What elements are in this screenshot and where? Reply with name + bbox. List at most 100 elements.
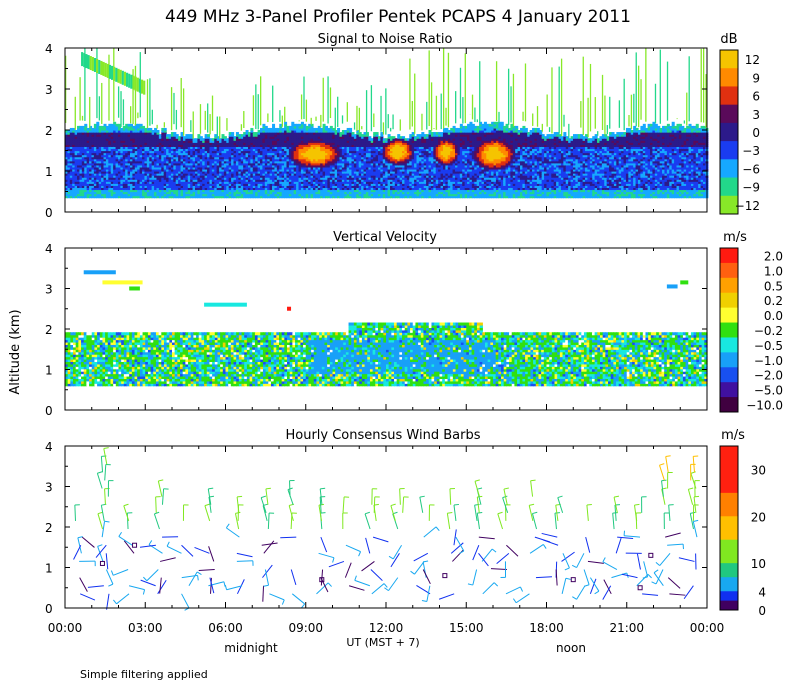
snr-cell xyxy=(127,134,131,137)
snr-cell xyxy=(113,144,117,147)
snr-cell xyxy=(402,162,406,166)
snr-cell xyxy=(132,183,136,186)
snr-cell xyxy=(168,152,172,156)
snr-cell xyxy=(84,156,88,160)
snr-cell xyxy=(279,181,283,184)
snr-cell xyxy=(110,168,114,172)
snr-cell xyxy=(267,162,271,166)
snr-cell xyxy=(125,134,129,137)
snr-cell xyxy=(197,183,201,186)
snr-cell xyxy=(108,146,112,150)
snr-cell xyxy=(414,175,418,178)
snr-cell xyxy=(72,193,76,197)
snr-cell xyxy=(341,148,345,152)
snr-cell xyxy=(187,154,191,158)
snr-cell xyxy=(269,154,273,158)
snr-cell xyxy=(305,132,309,135)
snr-cell xyxy=(377,152,381,156)
snr-cell xyxy=(267,193,271,197)
snr-cell xyxy=(327,193,331,197)
snr-cell xyxy=(308,134,312,137)
snr-cell xyxy=(356,177,360,180)
snr-cell xyxy=(74,164,78,168)
snr-cell xyxy=(127,152,131,156)
snr-cell xyxy=(197,136,201,139)
snr-cell xyxy=(72,152,76,156)
snr-cell xyxy=(77,195,81,199)
snr-cell xyxy=(101,187,105,191)
snr-cell xyxy=(300,162,304,166)
snr-cell xyxy=(303,183,307,186)
snr-cell xyxy=(101,177,105,180)
snr-cell xyxy=(170,173,174,176)
snr-cell xyxy=(284,136,288,139)
snr-cell xyxy=(404,146,408,150)
snr-cell xyxy=(308,142,312,145)
snr-cell xyxy=(65,195,69,199)
snr-cell xyxy=(274,160,278,164)
snr-cell xyxy=(341,189,345,193)
snr-cell xyxy=(185,152,189,156)
snr-cell xyxy=(409,138,413,141)
snr-cell xyxy=(245,173,249,176)
snr-cell xyxy=(142,152,146,156)
snr-cell xyxy=(101,127,105,131)
snr-cell xyxy=(89,132,93,135)
snr-cell xyxy=(296,168,300,172)
snr-cell xyxy=(98,152,102,156)
snr-cell xyxy=(363,144,367,147)
snr-cell xyxy=(406,181,410,184)
snr-cell xyxy=(267,173,271,176)
snr-cell xyxy=(163,150,167,154)
snr-cell xyxy=(404,171,408,174)
snr-cell xyxy=(190,179,194,182)
snr-cell xyxy=(216,160,220,164)
snr-cell xyxy=(125,187,129,191)
snr-cell xyxy=(346,140,350,143)
snr-cell xyxy=(209,140,213,143)
snr-cell xyxy=(291,183,295,186)
snr-cell xyxy=(288,127,292,131)
snr-cell xyxy=(421,148,425,152)
snr-cell xyxy=(421,154,425,158)
snr-cell xyxy=(274,166,278,170)
snr-cell xyxy=(139,191,143,195)
snr-cell xyxy=(399,189,403,193)
snr-cell xyxy=(113,127,117,131)
snr-cell xyxy=(84,175,88,178)
snr-cell xyxy=(214,156,218,160)
snr-cell xyxy=(134,187,138,191)
snr-cell xyxy=(284,171,288,174)
snr-cell xyxy=(370,171,374,174)
snr-cell xyxy=(113,142,117,145)
snr-cell xyxy=(332,132,336,135)
snr-cell xyxy=(84,140,88,143)
snr-cell xyxy=(122,187,126,191)
snr-cell xyxy=(363,168,367,172)
snr-cell xyxy=(216,150,220,154)
snr-cell xyxy=(115,166,119,170)
snr-cell xyxy=(219,142,223,145)
snr-cell xyxy=(382,144,386,147)
snr-cell xyxy=(101,164,105,168)
snr-cell xyxy=(243,140,247,143)
snr-cell xyxy=(264,150,268,154)
snr-cell xyxy=(252,166,256,170)
snr-cell xyxy=(134,160,138,164)
snr-cell xyxy=(322,138,326,141)
snr-cell xyxy=(382,181,386,184)
snr-cell xyxy=(228,185,232,188)
snr-cell xyxy=(187,152,191,156)
snr-cell xyxy=(127,125,131,129)
snr-cell xyxy=(341,177,345,180)
snr-cell xyxy=(356,154,360,158)
snr-cell xyxy=(247,187,251,191)
snr-cell xyxy=(113,48,115,122)
snr-cell xyxy=(137,181,141,184)
snr-cell xyxy=(132,132,136,135)
snr-cell xyxy=(115,171,119,174)
snr-cell xyxy=(365,187,369,191)
snr-cell xyxy=(288,162,292,166)
snr-cell xyxy=(267,154,271,158)
snr-cell xyxy=(113,154,117,158)
